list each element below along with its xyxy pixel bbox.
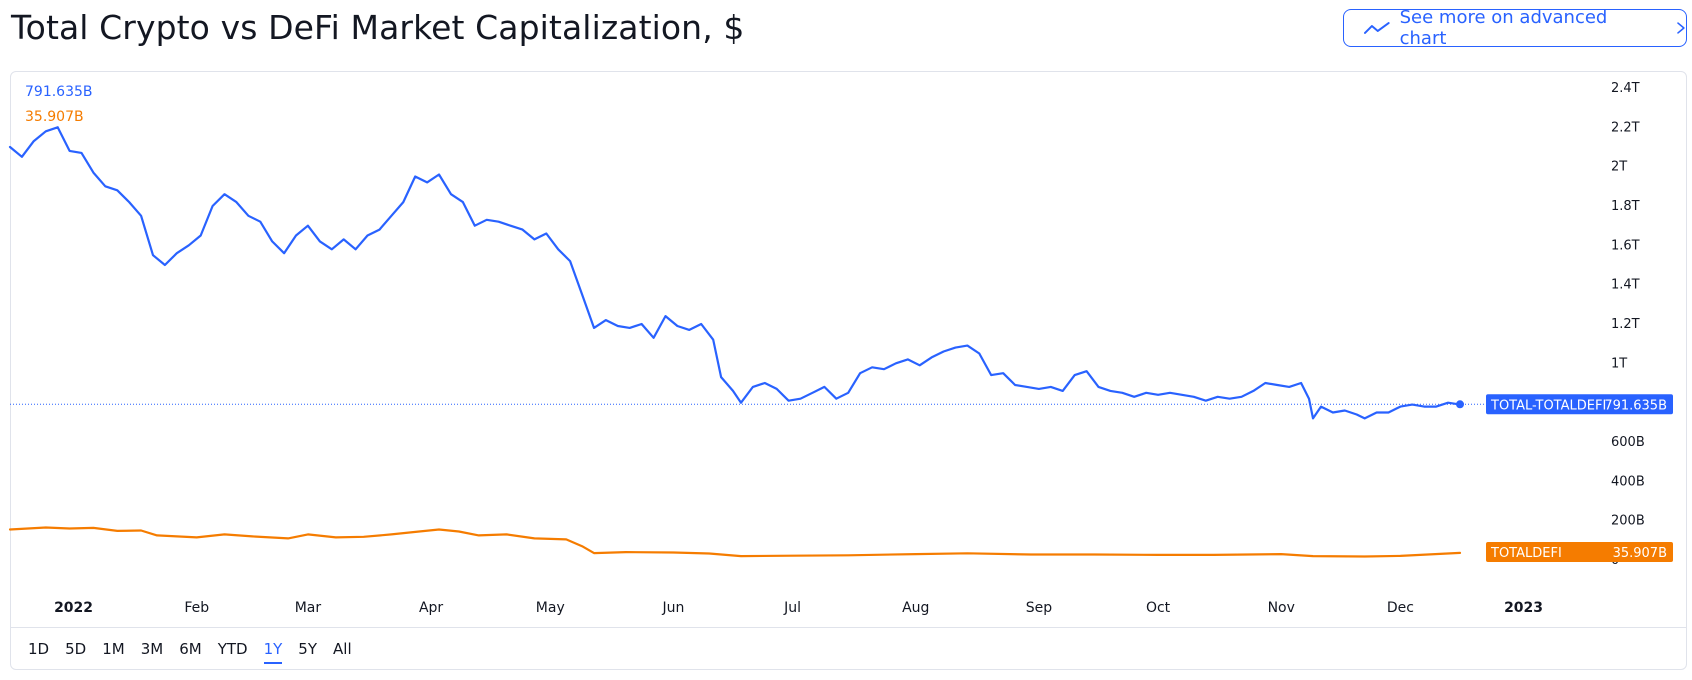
last-value-dot [1456, 400, 1464, 409]
range-tab-ytd[interactable]: YTD [217, 640, 248, 658]
x-tick-label: Dec [1387, 600, 1414, 616]
x-tick-label: Aug [902, 600, 929, 616]
range-tab-5d[interactable]: 5D [65, 640, 87, 658]
total-last-value-badge-value: 791.635B [1604, 398, 1667, 413]
advanced-chart-label: See more on advanced chart [1399, 7, 1608, 49]
x-tick-label: Mar [295, 600, 322, 616]
y-tick-label: 1.8T [1611, 199, 1640, 214]
y-tick-label: 1.6T [1611, 238, 1640, 253]
trend-line-icon [1364, 22, 1390, 34]
range-tab-all[interactable]: All [333, 640, 352, 658]
advanced-chart-button[interactable]: See more on advanced chart [1343, 7, 1687, 49]
series-totaldefi [8, 526, 1462, 558]
legend-defi-value: 35.907B [25, 109, 84, 125]
range-tab-6m[interactable]: 6M [179, 640, 202, 658]
x-tick-label: 2023 [1504, 600, 1543, 616]
y-tick-label: 400B [1611, 474, 1645, 489]
x-axis: 2022 Feb Mar Apr May Jun Jul Aug Sep Oct Nov Dec 202… [54, 600, 1543, 616]
x-tick-label: May [536, 600, 565, 616]
defi-last-value-badge-series-name: TOTALDEFI [1490, 546, 1562, 561]
range-bar-divider [10, 627, 1687, 628]
crosshair-legend: 791.635B 35.907B [25, 84, 93, 125]
range-tab-1m[interactable]: 1M [102, 640, 125, 658]
x-tick-label: Sep [1026, 600, 1053, 616]
range-tabs: 1D 5D 1M 3M 6M YTD 1Y 5Y All [20, 637, 360, 664]
x-tick-label: Feb [184, 600, 209, 616]
x-tick-label: Apr [419, 600, 443, 616]
y-tick-label: 200B [1611, 514, 1645, 529]
x-tick-label: Oct [1146, 600, 1171, 616]
total-last-value-badge-series-name: TOTAL-TOTALDEFI [1490, 398, 1606, 413]
chevron-right-icon [1677, 22, 1685, 34]
x-tick-label: 2022 [54, 600, 93, 616]
chart-card [10, 71, 1687, 670]
x-tick-label: Jun [661, 600, 684, 616]
x-tick-label: Nov [1268, 600, 1295, 616]
y-tick-label: 1.2T [1611, 317, 1640, 332]
series-total-totaldefi [8, 126, 1464, 420]
defi-last-value-badge: TOTALDEFI 35.907B [1486, 542, 1673, 562]
y-tick-label: 2.2T [1611, 120, 1640, 135]
y-tick-label: 1.4T [1611, 278, 1640, 293]
range-tab-1y[interactable]: 1Y [256, 637, 291, 664]
series-line-totaldefi [8, 526, 1462, 558]
y-tick-label: 2.4T [1611, 81, 1640, 96]
range-tab-5y[interactable]: 5Y [298, 640, 318, 658]
y-tick-label: 2T [1611, 160, 1627, 175]
y-tick-label: 600B [1611, 435, 1645, 450]
y-tick-label: 1T [1611, 356, 1627, 371]
defi-last-value-badge-value: 35.907B [1613, 546, 1667, 561]
series-line-total-totaldefi [8, 126, 1462, 420]
y-axis: 0200B400B600B800B1T1.2T1.4T1.6T1.8T2T2.2… [1611, 81, 1645, 568]
range-tab-3m[interactable]: 3M [140, 640, 164, 658]
x-tick-label: Jul [783, 600, 801, 616]
legend-total-value: 791.635B [25, 84, 93, 100]
page-title: Total Crypto vs DeFi Market Capitalizati… [11, 8, 745, 47]
defi-last-value-badge-bg [1486, 542, 1673, 562]
total-last-value-badge-bg [1486, 394, 1673, 415]
range-tab-1d[interactable]: 1D [28, 640, 50, 658]
